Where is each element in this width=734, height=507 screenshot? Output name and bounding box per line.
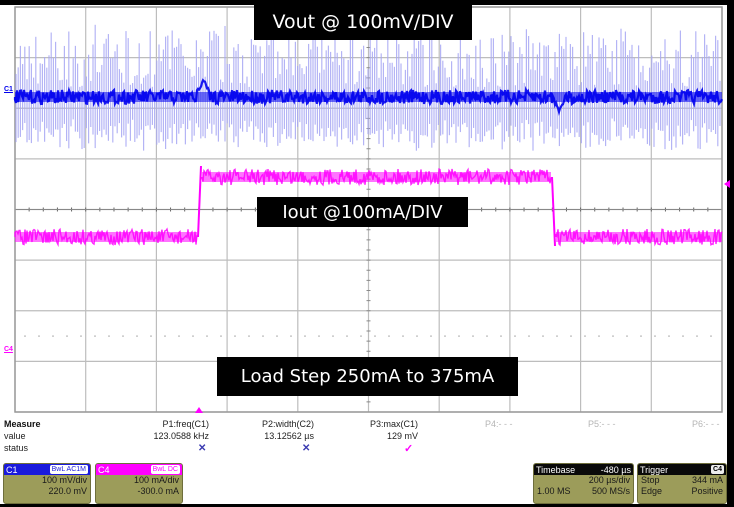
c4-coupling-badge: BwL DC xyxy=(150,465,180,474)
c1-offset-marker[interactable]: C1 xyxy=(4,86,13,93)
c4-offset-marker[interactable]: C4 xyxy=(4,346,13,353)
p6-name[interactable]: P6:- - - xyxy=(692,419,720,429)
trigger-level-marker-icon[interactable] xyxy=(724,180,730,188)
timebase-tdiv: 200 µs/div xyxy=(588,475,630,485)
trigger-slope: Positive xyxy=(691,486,723,496)
trigger-level: 344 mA xyxy=(691,475,723,485)
channel-c4-descriptor[interactable]: C4 BwL DC 100 mA/div -300.0 mA xyxy=(95,463,183,504)
channel-c1-descriptor[interactable]: C1 BwL AC1M 100 mV/div 220.0 mV xyxy=(3,463,91,504)
c4-vdiv: 100 mA/div xyxy=(133,475,179,485)
timebase-samples: 1.00 MS xyxy=(537,486,571,496)
trigger-mode: Stop xyxy=(641,475,660,485)
frame-top xyxy=(0,0,734,5)
c1-label: C1 xyxy=(6,464,18,475)
frame-right xyxy=(727,0,734,507)
iout-annotation: Iout @100mA/DIV xyxy=(257,197,468,227)
p1-name[interactable]: P1:freq(C1) xyxy=(162,419,209,429)
load-step-annotation: Load Step 250mA to 375mA xyxy=(217,357,518,396)
c1-coupling-badge: BwL AC1M xyxy=(49,465,88,474)
trigger-position-marker-icon[interactable] xyxy=(195,407,203,413)
value-row-label: value xyxy=(4,431,26,441)
p2-status-fail-icon: ✕ xyxy=(302,443,311,454)
p5-name[interactable]: P5:- - - xyxy=(588,419,616,429)
c4-offset: -300.0 mA xyxy=(137,486,179,496)
measure-header[interactable]: Measure xyxy=(4,419,41,429)
frame-bottom xyxy=(0,504,734,507)
trigger-source-badge: C4 xyxy=(711,465,724,474)
vout-annotation: Vout @ 100mV/DIV xyxy=(254,3,472,40)
status-row-label: status xyxy=(4,443,29,453)
p4-name[interactable]: P4:- - - xyxy=(485,419,513,429)
trigger-descriptor[interactable]: Trigger C4 Stop 344 mA Edge Positive xyxy=(637,463,727,504)
c1-vdiv: 100 mV/div xyxy=(41,475,87,485)
p1-value: 123.0588 kHz xyxy=(153,431,209,441)
p3-name[interactable]: P3:max(C1) xyxy=(369,419,418,429)
p2-value: 13.12562 µs xyxy=(264,431,314,441)
trigger-type: Edge xyxy=(641,486,663,496)
timebase-label: Timebase xyxy=(536,464,576,475)
c1-offset: 220.0 mV xyxy=(48,486,87,496)
p1-status-fail-icon: ✕ xyxy=(198,443,207,454)
timebase-delay: -480 µs xyxy=(600,464,631,475)
p3-status-ok-icon: ✓ xyxy=(404,443,414,455)
trigger-label: Trigger xyxy=(640,464,669,475)
c4-label: C4 xyxy=(98,464,110,475)
p3-value: 129 mV xyxy=(386,431,418,441)
timebase-descriptor[interactable]: Timebase -480 µs 200 µs/div 1.00 MS 500 … xyxy=(533,463,634,504)
p2-name[interactable]: P2:width(C2) xyxy=(261,419,314,429)
timebase-rate: 500 MS/s xyxy=(591,486,630,496)
